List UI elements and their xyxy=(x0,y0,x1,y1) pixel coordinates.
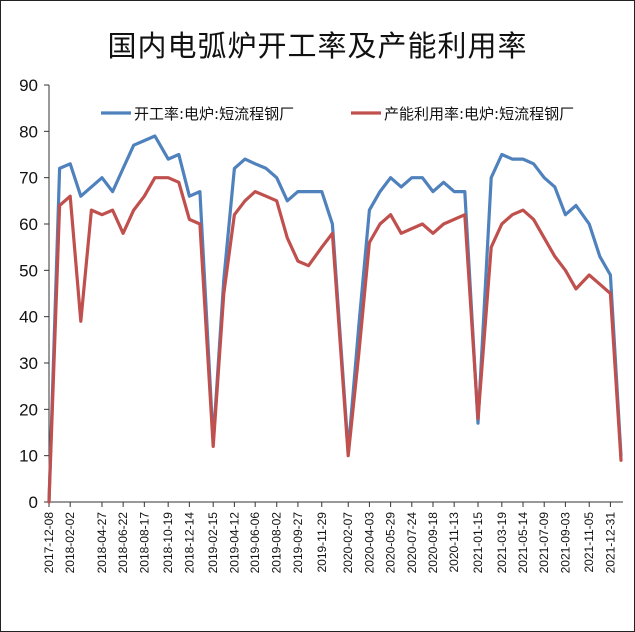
y-tick-label: 40 xyxy=(19,308,38,327)
x-tick-label: 2018-06-22 xyxy=(116,512,130,574)
x-tick-label: 2019-09-27 xyxy=(291,512,305,574)
x-tick-label: 2020-02-07 xyxy=(341,512,355,574)
x-tick-label: 2018-08-17 xyxy=(137,512,151,574)
y-tick-label: 50 xyxy=(19,261,38,280)
x-tick-label: 2020-09-18 xyxy=(426,512,440,574)
y-tick-label: 70 xyxy=(19,169,38,188)
x-tick-label: 2018-02-02 xyxy=(63,512,77,574)
y-tick-label: 60 xyxy=(19,215,38,234)
x-tick-label: 2019-08-02 xyxy=(270,512,284,574)
x-tick-label: 2020-04-03 xyxy=(362,512,376,574)
y-tick-label: 0 xyxy=(29,493,38,512)
y-tick-label: 10 xyxy=(19,447,38,466)
y-tick-label: 20 xyxy=(19,400,38,419)
x-tick-label: 2021-03-19 xyxy=(495,512,509,574)
x-tick-label: 2018-12-14 xyxy=(182,512,196,574)
x-tick-label: 2019-02-15 xyxy=(206,512,220,574)
x-tick-label: 2021-01-15 xyxy=(471,512,485,574)
x-tick-label: 2019-06-06 xyxy=(248,512,262,574)
legend-label-2: 产能利用率:电炉:短流程钢厂 xyxy=(384,105,574,123)
series-line-2 xyxy=(49,178,621,502)
x-tick-label: 2021-11-05 xyxy=(582,512,596,573)
legend-label-1: 开工率:电炉:短流程钢厂 xyxy=(134,105,294,123)
x-tick-label: 2021-12-31 xyxy=(603,512,617,574)
y-tick-label: 30 xyxy=(19,354,38,373)
series-line-1 xyxy=(49,136,621,502)
x-tick-label: 2018-10-19 xyxy=(161,512,175,574)
x-tick-label: 2020-07-24 xyxy=(405,512,419,574)
x-tick-label: 2020-11-13 xyxy=(447,512,461,573)
x-tick-label: 2019-11-29 xyxy=(315,512,329,573)
x-tick-label: 2021-07-09 xyxy=(537,512,551,574)
x-tick-label: 2020-05-29 xyxy=(384,512,398,574)
y-tick-label: 80 xyxy=(19,122,38,141)
x-tick-label: 2018-04-27 xyxy=(95,512,109,574)
y-tick-label: 90 xyxy=(19,76,38,95)
x-tick-label: 2021-09-03 xyxy=(558,512,572,574)
x-tick-label: 2017-12-08 xyxy=(42,512,56,574)
x-tick-label: 2021-05-14 xyxy=(516,512,530,574)
x-tick-label: 2019-04-12 xyxy=(227,512,241,574)
